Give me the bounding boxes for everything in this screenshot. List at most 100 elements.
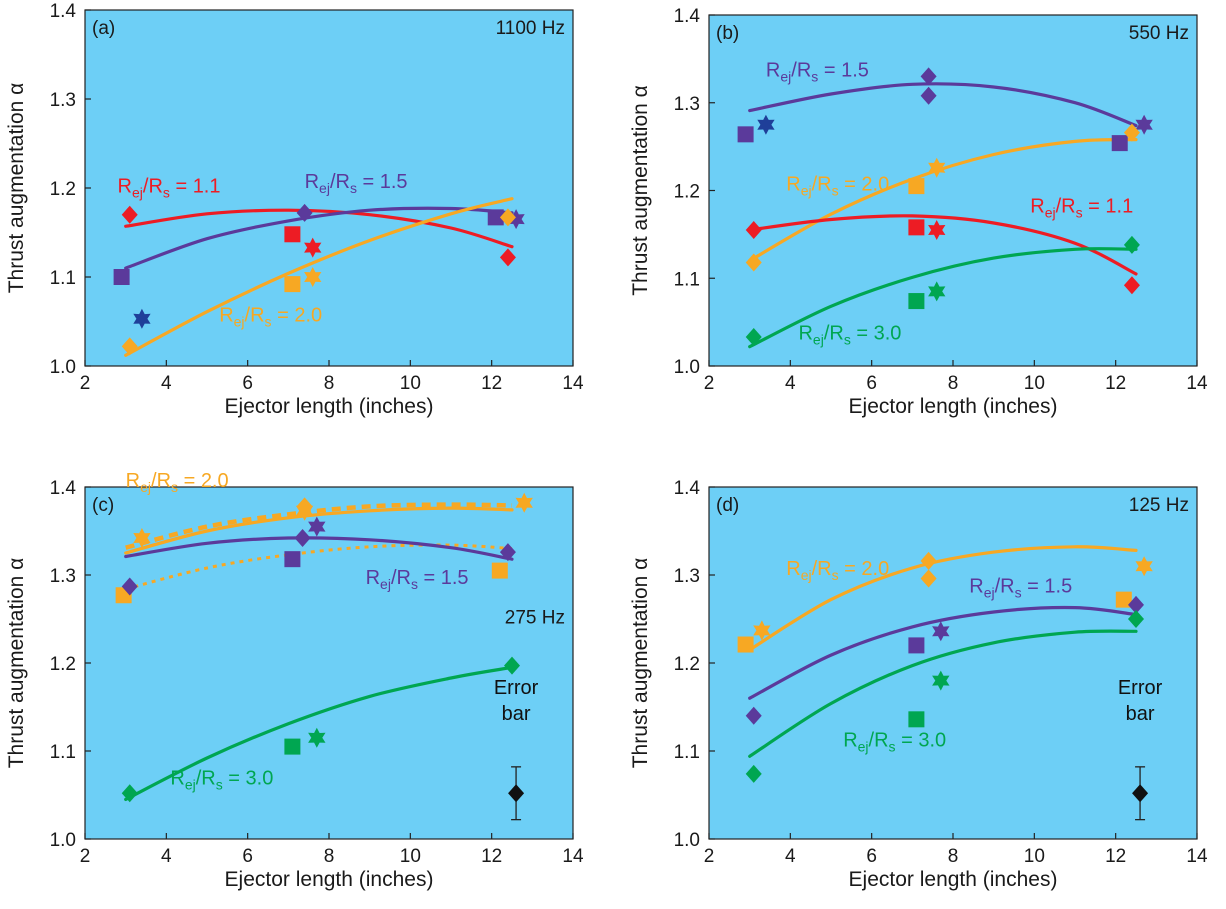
fit-curve-purple (124, 206, 514, 270)
ratio-annotation-part: ej (132, 184, 143, 200)
ratio-annotation-part: s (216, 776, 223, 792)
ratio-annotation-part: /R (391, 567, 411, 589)
ratio-annotation-part: /R (812, 558, 832, 580)
diamond-marker (745, 220, 762, 239)
x-axis-label: Ejector length (inches) (849, 395, 1058, 418)
ratio-annotation-part: /R (196, 767, 216, 789)
diamond-marker (294, 529, 311, 548)
square-marker (113, 269, 130, 285)
diamond-marker (1123, 276, 1140, 295)
square-marker (487, 209, 504, 226)
diamond-marker (508, 784, 525, 803)
fit-curve-orange (125, 502, 513, 550)
diamond-marker (920, 86, 937, 105)
ratio-annotation-part: R (126, 470, 140, 492)
ratio-annotation-part: = (418, 567, 441, 589)
panel-b: 2 4 6 8 10 12 14 1.0 1.1 1.2 1.3 1.4 Ejector length … (629, 6, 1208, 418)
ratio-annotation: Rej/Rs = 2.0 (786, 174, 889, 199)
y-tick-label: 1.3 (674, 566, 700, 587)
x-axis-label: Ejector length (inches) (225, 395, 434, 418)
ratio-annotation: Rej/Rs = 1.5 (969, 576, 1072, 601)
star-marker (295, 500, 314, 521)
ratio-annotation-part: = (178, 470, 201, 492)
x-tick-label: 8 (948, 846, 959, 867)
ratio-annotation-part: s (171, 479, 178, 495)
ratio-annotation-part: R (305, 171, 319, 193)
ratio-value: 2.0 (201, 470, 229, 492)
ratio-value: 2.0 (294, 305, 322, 327)
square-marker (737, 636, 754, 653)
ratio-annotation-part: s (1076, 204, 1083, 220)
diamond-marker (745, 764, 762, 783)
ratio-value: 1.1 (1105, 195, 1133, 217)
ratio-annotation-part: = (170, 175, 193, 197)
star-marker (753, 620, 771, 641)
ratio-annotation: Rej/Rs = 1.5 (305, 171, 408, 196)
x-tick-label: 4 (161, 373, 172, 394)
ratio-annotation-part: s (265, 314, 272, 330)
ratio-annotation-part: ej (813, 332, 824, 348)
ratio-annotation-part: ej (380, 576, 391, 592)
diamond-marker (121, 784, 138, 803)
diamond-marker (121, 577, 138, 596)
ratio-annotation-part: ej (858, 739, 869, 755)
ratio-annotation: Rej/Rs = 2.0 (219, 305, 322, 330)
panel-letter: (b) (716, 23, 739, 44)
star-marker (928, 281, 946, 302)
panel-a: 2 4 6 8 10 12 14 1.0 1.1 1.2 1.3 1.4 Ejector length … (5, 1, 584, 418)
y-tick-label: 1.0 (50, 830, 76, 851)
star-marker (928, 157, 946, 178)
ratio-annotation: Rej/Rs = 3.0 (798, 323, 901, 348)
ratio-annotation-part: R (170, 767, 184, 789)
ratio-annotation-part: ej (984, 585, 995, 601)
y-tick-label: 1.3 (50, 566, 76, 587)
fit-curve-purple (748, 82, 1138, 128)
ratio-annotation-part: R (118, 175, 132, 197)
star-marker (932, 670, 950, 691)
x-tick-label: 2 (704, 373, 715, 394)
ratio-annotation: Rej/Rs = 1.5 (766, 59, 869, 84)
ratio-value: 1.5 (380, 171, 408, 193)
panel-c: 2 4 6 8 10 12 14 1.0 1.1 1.2 1.3 1.4 Ejector length … (5, 470, 584, 891)
ratio-annotation-part: R (786, 558, 800, 580)
star-marker (507, 209, 525, 230)
ratio-annotation-part: R (969, 576, 983, 598)
y-tick-label: 1.1 (50, 268, 76, 289)
fit-curve-orange (748, 545, 1138, 652)
y-tick-label: 1.4 (50, 1, 77, 22)
ratio-annotation: Rej/Rs = 3.0 (843, 730, 946, 755)
panel-letter: (d) (716, 495, 739, 516)
x-tick-label: 14 (562, 846, 584, 867)
diamond-marker (1128, 610, 1144, 628)
ratio-annotation-part: s (811, 68, 818, 84)
square-marker (491, 562, 508, 579)
y-tick-label: 1.4 (50, 478, 77, 499)
fit-curve-purple (748, 605, 1138, 700)
ratio-annotation-part: /R (791, 59, 811, 81)
ratio-annotation: Rej/Rs = 3.0 (170, 767, 273, 792)
ratio-annotation-part: = (839, 558, 862, 580)
y-tick-label: 1.1 (674, 742, 700, 763)
ratio-value: 3.0 (246, 767, 274, 789)
ratio-annotation-part: = (896, 730, 919, 752)
error-bar-label: bar (502, 703, 531, 725)
plot-area (708, 486, 1198, 840)
ratio-annotation-part: ej (1045, 204, 1056, 220)
ratio-annotation-part: = (223, 767, 246, 789)
ratio-annotation-part: = (851, 323, 874, 345)
y-tick-label: 1.2 (50, 179, 76, 200)
y-tick-label: 1.1 (674, 269, 700, 290)
panel-d: 2 4 6 8 10 12 14 1.0 1.1 1.2 1.3 1.4 Ejector length … (629, 478, 1208, 891)
square-marker (284, 276, 301, 293)
ratio-annotation-part: R (219, 305, 233, 327)
square-marker (908, 711, 925, 728)
star-marker (133, 528, 151, 548)
diamond-marker (121, 337, 138, 356)
diamond-marker (1132, 784, 1149, 803)
x-tick-label: 14 (562, 373, 584, 394)
ratio-annotation-part: /R (245, 305, 265, 327)
ratio-annotation-part: = (272, 305, 295, 327)
y-tick-label: 1.2 (50, 654, 76, 675)
diamond-marker (499, 248, 516, 267)
